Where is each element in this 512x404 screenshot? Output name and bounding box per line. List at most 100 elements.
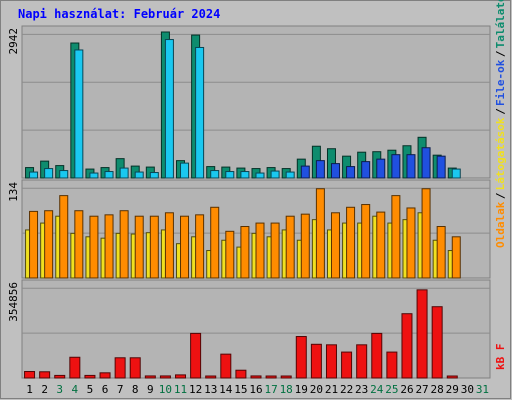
bar	[129, 357, 141, 379]
x-tick-label: 28	[431, 383, 444, 396]
bar	[164, 212, 174, 279]
x-tick-label: 15	[234, 383, 247, 396]
y-max-label: 2942	[7, 28, 20, 55]
x-tick-label: 29	[446, 383, 459, 396]
chart-title: Napi használat: Február 2024	[18, 7, 220, 21]
bar	[74, 49, 84, 179]
bar	[134, 171, 144, 179]
legend-hits: Találatok	[494, 0, 507, 48]
bar	[134, 215, 144, 279]
x-axis-labels: 1 2 3 4 5 6 7 8 9 10 11 12 13 14 15 16 17 18 19 20 21 22 23 24 2…	[26, 383, 489, 396]
x-tick-label: 20	[310, 383, 323, 396]
x-tick-label: 8	[132, 383, 139, 396]
bar	[315, 188, 325, 279]
panel-bottom: 354856	[7, 279, 491, 379]
x-tick-label: 19	[295, 383, 308, 396]
bar	[376, 211, 386, 279]
series-middle-2	[29, 188, 461, 279]
bar	[356, 344, 368, 379]
bar	[295, 336, 307, 379]
bar	[255, 172, 265, 179]
bar	[59, 195, 69, 279]
x-tick-label: 22	[340, 383, 353, 396]
bar	[210, 170, 220, 179]
bar	[416, 289, 428, 379]
legend-visits: Oldalak	[494, 201, 507, 248]
x-tick-label: 26	[400, 383, 413, 396]
bar	[175, 374, 187, 379]
bar	[346, 166, 356, 179]
bar	[391, 154, 401, 179]
bar	[89, 215, 99, 279]
bar	[401, 313, 413, 379]
bar	[195, 214, 205, 279]
y-max-label: 354856	[7, 282, 20, 322]
x-tick-label: 17	[264, 383, 277, 396]
bar	[330, 163, 340, 179]
bar	[235, 369, 247, 379]
x-tick-label: 12	[189, 383, 202, 396]
bar	[225, 171, 235, 179]
bar	[240, 171, 250, 179]
bar	[104, 171, 114, 179]
y-max-label: 134	[7, 182, 20, 202]
bar	[149, 215, 159, 279]
bar	[119, 210, 129, 279]
bar	[421, 147, 431, 179]
x-tick-label: 27	[415, 383, 428, 396]
bar	[285, 215, 295, 279]
bar	[371, 332, 383, 379]
bar	[300, 213, 310, 279]
x-tick-label: 24	[370, 383, 384, 396]
x-tick-label: 9	[147, 383, 154, 396]
bar	[180, 215, 190, 279]
bar	[225, 230, 235, 279]
legend-separator: /	[494, 192, 507, 199]
bar	[285, 171, 295, 179]
bar	[59, 170, 69, 179]
bar	[159, 375, 171, 379]
x-tick-label: 1	[26, 383, 33, 396]
x-tick-label: 13	[204, 383, 217, 396]
bar	[104, 214, 114, 279]
panel-middle: 134	[7, 179, 491, 279]
bar	[220, 353, 232, 379]
legend-kb: kB F	[494, 344, 507, 371]
legend-separator: /	[494, 108, 507, 115]
x-tick-label: 23	[355, 383, 368, 396]
x-tick-label: 5	[87, 383, 94, 396]
bar	[114, 357, 126, 379]
x-tick-label: 30	[461, 383, 474, 396]
bar	[89, 172, 99, 179]
bar	[69, 356, 81, 379]
bar	[44, 210, 54, 279]
bar	[361, 204, 371, 279]
bar	[346, 206, 356, 279]
x-tick-label: 18	[280, 383, 293, 396]
bar	[436, 226, 446, 279]
bar	[164, 39, 174, 179]
bar	[315, 160, 325, 179]
x-tick-label: 25	[385, 383, 398, 396]
legend-separator: /	[494, 50, 507, 57]
bar	[29, 210, 39, 279]
x-tick-label: 21	[325, 383, 338, 396]
bar	[144, 375, 156, 379]
bar	[406, 154, 416, 179]
bar	[451, 168, 461, 179]
bar	[180, 162, 190, 179]
bar	[205, 375, 217, 379]
bar	[421, 188, 431, 279]
x-tick-label: 31	[476, 383, 489, 396]
x-tick-label: 2	[41, 383, 48, 396]
bar	[361, 161, 371, 179]
bar	[240, 226, 250, 279]
bar	[376, 158, 386, 179]
bar	[280, 375, 292, 379]
bar	[74, 210, 84, 279]
bar	[310, 343, 322, 379]
legend: Oldalak / Látogatások / File-ok / Találatok kB …	[494, 0, 507, 370]
x-tick-label: 7	[117, 383, 124, 396]
